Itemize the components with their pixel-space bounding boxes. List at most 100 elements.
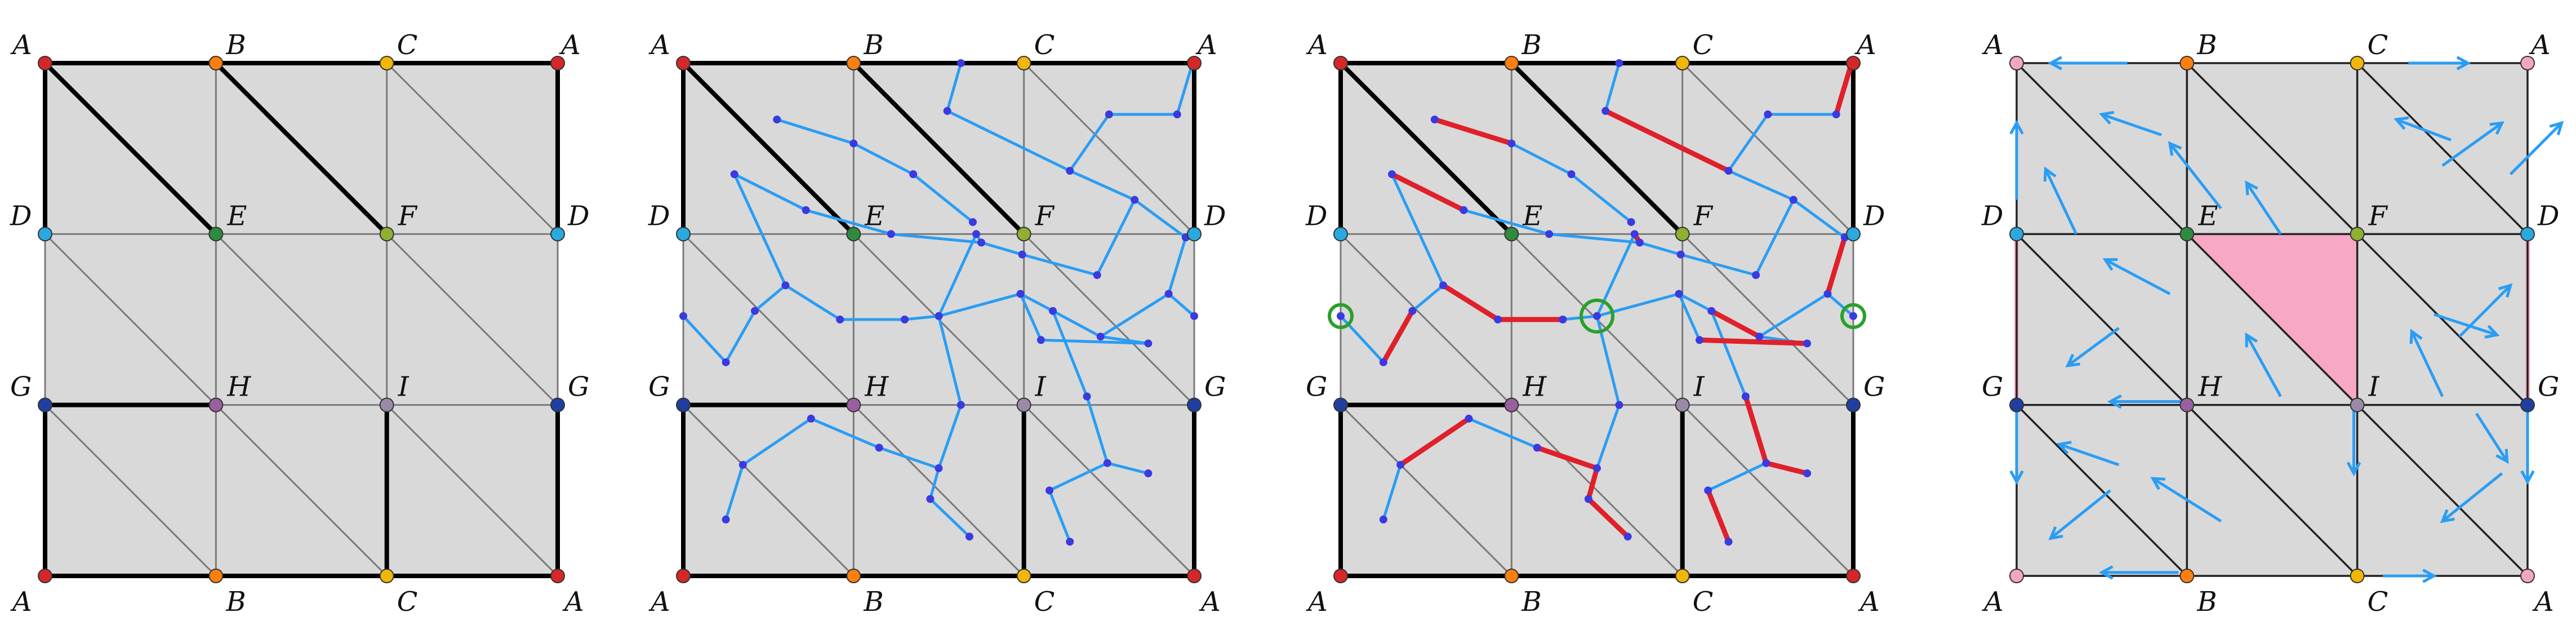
diagonal-line	[2016, 233, 2188, 406]
dual-node	[1559, 316, 1567, 323]
arrow-head	[2549, 121, 2564, 135]
vertex-i	[1016, 397, 1031, 412]
vertex-label: B	[2196, 586, 2217, 618]
dual-node	[1545, 230, 1554, 238]
dual-edge	[1728, 169, 1794, 201]
dual-edge	[1792, 198, 1846, 239]
dual-node	[1494, 316, 1502, 323]
matching-edge	[1603, 108, 1732, 174]
arrow-head	[2098, 565, 2114, 580]
dual-edge	[754, 284, 787, 312]
dual-node	[1724, 167, 1733, 175]
dual-edge	[946, 109, 1071, 172]
matching-edge	[1763, 460, 1810, 476]
dual-node	[802, 206, 810, 214]
dual-edge	[1051, 310, 1088, 397]
vertex-f	[1675, 227, 1690, 242]
critical-node-marker	[1840, 303, 1866, 329]
dual-node	[1131, 196, 1139, 204]
vertex-h	[1504, 397, 1519, 412]
vertex-b	[2179, 56, 2195, 70]
vertex-a	[550, 569, 565, 583]
vertex-label: D	[2537, 200, 2559, 232]
dual-edge	[1019, 293, 1043, 341]
dual-edge	[928, 468, 940, 500]
vertex-label: E	[864, 200, 884, 232]
vertex-a	[2009, 56, 2024, 70]
vertex-label: F	[398, 200, 418, 232]
dual-node	[909, 170, 918, 179]
dual-node	[977, 238, 986, 247]
vertex-label: C	[1693, 586, 1714, 618]
vertex-label: E	[226, 200, 247, 232]
vertex-d	[1187, 227, 1202, 242]
vector-arrow	[2396, 118, 2452, 141]
arrow-head	[2520, 470, 2535, 485]
dual-edge	[912, 173, 974, 224]
diagonal-line	[1340, 233, 1512, 406]
dual-edge	[1020, 292, 1054, 313]
vector-arrow	[2245, 181, 2282, 235]
arrow-head	[2102, 258, 2118, 271]
vertex-label: C	[1693, 29, 1714, 61]
vector-arrow	[2245, 334, 2282, 397]
dual-node	[968, 218, 977, 227]
diagonal-line	[386, 404, 559, 577]
diagonal-line	[215, 404, 388, 577]
dual-node	[1144, 469, 1153, 477]
matching-edge	[1586, 496, 1631, 539]
vector-arrow	[2058, 443, 2120, 467]
vertex-label: H	[864, 371, 889, 403]
dual-edge	[1107, 462, 1149, 475]
vertex-label: B	[225, 29, 246, 61]
dual-edge	[810, 417, 880, 449]
arrow-head	[2456, 56, 2471, 70]
dual-node	[1615, 401, 1623, 409]
vertex-a	[676, 569, 691, 583]
dual-edge	[1710, 310, 1747, 397]
diagonal-line	[1681, 404, 1854, 577]
vertex-label: F	[1693, 200, 1714, 232]
vertex-f	[379, 227, 394, 242]
vector-arrow	[2105, 258, 2171, 295]
dual-edge	[929, 498, 971, 538]
vertex-a	[2520, 569, 2535, 583]
arrow-head	[2099, 110, 2115, 125]
matching-edge	[1705, 487, 1732, 544]
dual-node	[1439, 281, 1447, 290]
critical-node-marker	[1328, 303, 1354, 329]
vertex-label: D	[648, 200, 670, 232]
arrow-head	[2107, 394, 2122, 409]
dual-edge	[1463, 208, 1550, 236]
vertex-d	[1333, 227, 1348, 242]
vertex-b	[1504, 56, 1519, 70]
diagonal-line	[44, 233, 217, 406]
dual-node	[1103, 459, 1111, 467]
vertex-f	[2350, 227, 2365, 242]
vector-arrow	[2044, 168, 2078, 235]
vertex-label: G	[2538, 371, 2559, 403]
matching-edge	[1709, 308, 1762, 339]
dual-edge	[1085, 396, 1109, 464]
arrow-head	[2048, 526, 2063, 540]
dual-node	[773, 116, 781, 124]
vertex-b	[1504, 569, 1519, 583]
dual-edge	[1168, 292, 1195, 317]
dual-edge	[1758, 292, 1828, 338]
dual-edge	[1069, 169, 1136, 201]
vertex-label: C	[1034, 29, 1055, 61]
vertex-label: A	[2529, 29, 2551, 61]
vertex-label: A	[562, 586, 584, 618]
diagonal-line	[2356, 404, 2529, 577]
dual-node	[836, 316, 844, 323]
dual-node	[1408, 307, 1417, 315]
dual-edge	[1595, 404, 1621, 469]
dual-node	[1764, 110, 1772, 118]
diagonal-line	[2016, 404, 2188, 577]
vertex-label: G	[10, 371, 32, 403]
arrow-head	[2065, 353, 2080, 367]
dual-edge	[937, 233, 978, 317]
dual-node	[956, 59, 965, 67]
dual-node	[1096, 332, 1105, 341]
